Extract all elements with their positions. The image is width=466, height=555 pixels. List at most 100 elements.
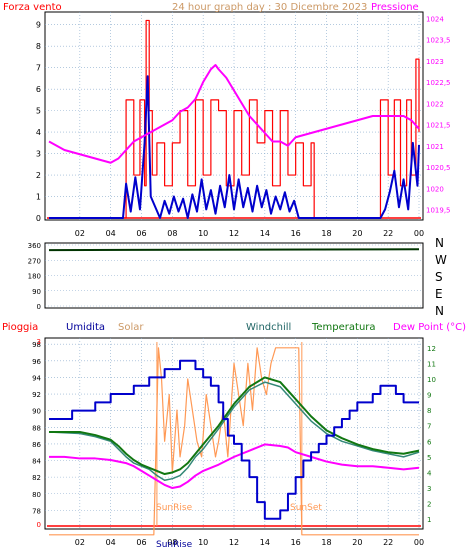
p1-right-tick: 1022,5: [426, 79, 451, 87]
p3-left-tick: 92: [32, 391, 41, 399]
p1-left-tick: 2: [36, 171, 41, 180]
p1-x-tick: 14: [260, 229, 270, 238]
compass-n: N: [435, 236, 444, 250]
p3-x-tick: 18: [321, 538, 331, 547]
panel2-left-ticks: 0 90 180 270 360: [28, 242, 41, 311]
compass-w: W: [435, 253, 447, 267]
p3-left-tick: 88: [32, 424, 41, 432]
p1-x-tick: 06: [136, 229, 146, 238]
sunrise-label: SunRise: [156, 503, 193, 513]
p1-right-tick: 1021: [426, 143, 444, 151]
p3-rain-top-tick: 3: [37, 338, 41, 346]
p1-left-tick: 7: [36, 64, 41, 73]
p3-x-tick: 12: [229, 538, 239, 547]
p3-left-tick: 82: [32, 474, 41, 482]
wind-gust-line: [49, 75, 420, 219]
p1-left-tick: 0: [36, 214, 41, 223]
p3-x-tick: 14: [260, 538, 270, 547]
wind-direction-line: [48, 248, 420, 252]
p3-right-tick: 11: [427, 360, 436, 368]
p1-right-tick: 1019,5: [426, 207, 451, 215]
p3-x-tick: 06: [136, 538, 146, 547]
p1-right-tick: 1022: [426, 100, 444, 108]
panel3-legend: Pioggia Umidita Solar Windchill Temperat…: [2, 322, 466, 333]
p3-left-tick: 86: [32, 441, 41, 449]
p3-x-tick: 20: [352, 538, 362, 547]
p3-rain-zero-tick: 0: [37, 521, 41, 529]
p3-right-tick: 5: [427, 454, 431, 462]
dewpoint-line: [49, 443, 420, 490]
p1-right-tick: 1020: [426, 185, 444, 193]
sunset-label: SunSet: [290, 503, 322, 513]
p3-x-tick: 04: [106, 538, 116, 547]
p1-right-tick: 1023,5: [426, 37, 451, 45]
p1-left-tick: 8: [36, 42, 41, 51]
temperature-line: [49, 376, 420, 476]
p3-left-tick: 98: [32, 341, 41, 349]
p3-right-tick: 8: [427, 407, 431, 415]
panel3-grid: [45, 338, 423, 529]
p3-x-tick: 02: [75, 538, 85, 547]
p1-x-tick: 18: [321, 229, 331, 238]
bottom-sunrise-label: SunRise: [156, 540, 193, 550]
p3-right-tick: 3: [427, 485, 431, 493]
compass-e: E: [435, 287, 443, 301]
p2-left-tick: 180: [28, 273, 41, 281]
panel1-title: 24 hour graph day : 30 Dicembre 2023: [172, 2, 367, 13]
p1-left-tick: 6: [36, 85, 41, 94]
legend-temperature: Temperatura: [311, 322, 376, 333]
p3-x-tick: 10: [198, 538, 208, 547]
p1-x-tick: 10: [198, 229, 208, 238]
pressure-label: Pressione: [371, 2, 419, 13]
p3-left-tick: 80: [32, 491, 41, 499]
windchill-line: [48, 381, 420, 481]
p1-x-tick: 02: [75, 229, 85, 238]
compass-s: S: [435, 270, 443, 284]
p1-right-tick: 1020,5: [426, 164, 451, 172]
p1-left-tick: 9: [36, 21, 41, 30]
legend-windchill: Windchill: [246, 322, 291, 333]
panel3-marks: [47, 342, 421, 536]
p3-right-tick: 12: [427, 345, 436, 353]
p3-right-tick: 6: [427, 438, 432, 446]
p3-left-tick: 90: [32, 408, 41, 416]
p3-left-tick: 78: [32, 507, 41, 515]
p3-right-tick: 10: [427, 376, 436, 384]
p1-x-tick: 08: [167, 229, 177, 238]
p2-left-tick: 90: [32, 288, 41, 296]
p3-right-tick: 1: [427, 516, 431, 524]
p1-right-tick: 1024: [426, 15, 444, 23]
p1-x-tick: 04: [106, 229, 116, 238]
legend-solar: Solar: [118, 322, 144, 333]
p3-x-tick: 16: [291, 538, 301, 547]
p1-x-tick: 00: [414, 229, 424, 238]
p3-right-tick: 7: [427, 423, 431, 431]
panel3-left-ticks: 78 80 82 84 86 88 90 92 94 96 98 0 3: [32, 338, 41, 529]
p1-left-tick: 1: [36, 193, 41, 202]
p1-right-tick: 1021,5: [426, 122, 451, 130]
panel3-x-ticks: 02 04 06 08 10 12 14 16 18 20 22 00: [75, 538, 424, 547]
panel1-x-ticks: 02 04 06 08 10 12 14 16 18 20 22 00: [75, 229, 424, 238]
legend-rain: Pioggia: [2, 322, 38, 333]
p3-x-tick: 22: [383, 538, 393, 547]
pressure-line: [48, 64, 420, 164]
p1-x-tick: 22: [383, 229, 393, 238]
p3-right-tick: 9: [427, 392, 431, 400]
p1-x-tick: 12: [229, 229, 239, 238]
p1-right-tick: 1023: [426, 58, 444, 66]
p3-left-tick: 94: [32, 374, 41, 382]
p2-left-tick: 360: [28, 242, 41, 250]
p1-x-tick: 16: [291, 229, 301, 238]
p3-left-tick: 96: [32, 358, 41, 366]
p1-left-tick: 4: [36, 128, 41, 137]
p3-right-tick: 4: [427, 469, 432, 477]
panel1-right-ticks: 1019,5 1020 1020,5 1021 1021,5 1022 1022,5 1023…: [426, 15, 451, 214]
panel1-left-ticks: 0 1 2 3 4 5 6 7 8 9: [36, 21, 41, 223]
p3-x-tick: 00: [414, 538, 424, 547]
wind-force-label: Forza vento: [3, 2, 62, 13]
p2-left-tick: 270: [28, 257, 41, 265]
p3-right-tick: 2: [427, 501, 431, 509]
